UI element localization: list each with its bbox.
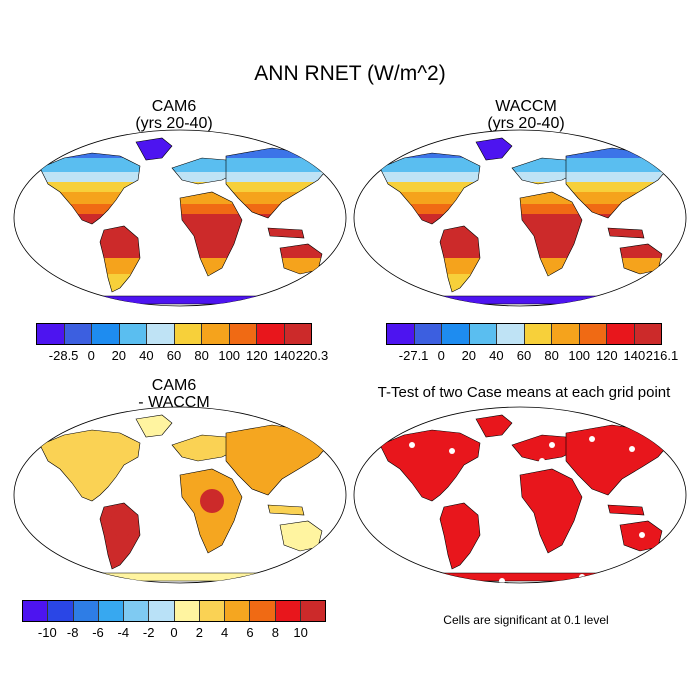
colorbar-tick-label: 120 bbox=[245, 348, 268, 363]
colorbar-tick-label: -28.5 bbox=[48, 348, 79, 363]
panel1-title-line1: CAM6 bbox=[151, 98, 197, 115]
colorbar-difference bbox=[22, 600, 326, 622]
colorbar-tick-label: 60 bbox=[516, 348, 532, 363]
colorbar-tick-label: 80 bbox=[544, 348, 559, 363]
colorbar-tick-label: 40 bbox=[139, 348, 154, 363]
colorbar-tick-label: 10 bbox=[293, 625, 308, 640]
colorbar-swatch bbox=[250, 601, 276, 621]
map-difference bbox=[13, 406, 347, 584]
panel2-title-line2: (yrs 20-40) bbox=[487, 115, 565, 132]
colorbar-tick-label: 40 bbox=[489, 348, 504, 363]
colorbar-tick-label: -27.1 bbox=[398, 348, 429, 363]
colorbar-swatch bbox=[387, 324, 415, 344]
colorbar-swatch bbox=[23, 601, 49, 621]
colorbar-swatch bbox=[174, 601, 200, 621]
colorbar-swatch bbox=[174, 324, 202, 344]
colorbar-swatch bbox=[497, 324, 525, 344]
colorbar-tick-label: 8 bbox=[271, 625, 279, 640]
colorbar-swatch bbox=[119, 324, 147, 344]
colorbar-tick-label: 100 bbox=[568, 348, 591, 363]
significance-note: Cells are significant at 0.1 level bbox=[443, 613, 609, 627]
colorbar-tick-label: 140 bbox=[623, 348, 646, 363]
colorbar-swatch bbox=[607, 324, 635, 344]
colorbar-swatch bbox=[524, 324, 552, 344]
colorbar-waccm bbox=[386, 323, 662, 345]
colorbar-swatch bbox=[37, 324, 65, 344]
colorbar-swatch bbox=[147, 324, 175, 344]
colorbar-tick-label: 216.1 bbox=[645, 348, 679, 363]
colorbar-tick-label: 0 bbox=[437, 348, 445, 363]
colorbar-swatch bbox=[149, 601, 175, 621]
colorbar-swatch bbox=[284, 324, 311, 344]
colorbar-tick-label: 100 bbox=[218, 348, 241, 363]
colorbar-swatch bbox=[199, 601, 225, 621]
colorbar-tick-label: 80 bbox=[194, 348, 209, 363]
colorbar-tick-label: 4 bbox=[221, 625, 229, 640]
colorbar-tick-label: -6 bbox=[92, 625, 104, 640]
colorbar-swatch bbox=[579, 324, 607, 344]
colorbar-tick-label: 140 bbox=[273, 348, 296, 363]
panel2-title: WACCM (yrs 20-40) bbox=[392, 98, 660, 132]
colorbar-swatch bbox=[48, 601, 74, 621]
panel1-title-line2: (yrs 20-40) bbox=[135, 115, 213, 132]
colorbar-swatch bbox=[92, 324, 120, 344]
colorbar-swatch bbox=[202, 324, 230, 344]
panel3-title-line2: - WACCM bbox=[138, 394, 210, 411]
figure-title: ANN RNET (W/m^2) bbox=[254, 62, 446, 85]
colorbar-swatch bbox=[275, 601, 301, 621]
colorbar-swatch bbox=[552, 324, 580, 344]
colorbar-swatch bbox=[124, 601, 150, 621]
colorbar-cam6 bbox=[36, 323, 312, 345]
colorbar-tick-label: 20 bbox=[111, 348, 127, 363]
panel1-title: CAM6 (yrs 20-40) bbox=[40, 98, 308, 132]
colorbar-tick-label: -2 bbox=[142, 625, 155, 640]
colorbar-tick-label: -10 bbox=[37, 625, 57, 640]
colorbar-tick-label: -4 bbox=[117, 625, 130, 640]
panel2-title-line1: WACCM bbox=[495, 98, 557, 115]
map-ttest bbox=[353, 406, 687, 584]
colorbar-swatch bbox=[225, 601, 251, 621]
panel3-title-line1: CAM6 bbox=[151, 377, 197, 394]
colorbar-swatch bbox=[442, 324, 470, 344]
colorbar-swatch bbox=[414, 324, 442, 344]
colorbar-swatch bbox=[73, 601, 99, 621]
colorbar-tick-label: 2 bbox=[195, 625, 203, 640]
colorbar-tick-label: 20 bbox=[461, 348, 477, 363]
colorbar-swatch bbox=[229, 324, 257, 344]
panel3-title: CAM6 - WACCM bbox=[40, 377, 308, 411]
panel4-title: T-Test of two Case means at each grid po… bbox=[377, 384, 671, 401]
colorbar-swatch bbox=[634, 324, 661, 344]
colorbar-tick-label: 60 bbox=[166, 348, 182, 363]
colorbar-tick-label: 0 bbox=[170, 625, 178, 640]
colorbar-tick-label: 220.3 bbox=[295, 348, 329, 363]
map-cam6 bbox=[13, 129, 347, 307]
map-waccm bbox=[353, 129, 687, 307]
colorbar-swatch bbox=[300, 601, 325, 621]
colorbar-swatch bbox=[98, 601, 124, 621]
colorbar-tick-label: 120 bbox=[595, 348, 618, 363]
colorbar-swatch bbox=[257, 324, 285, 344]
colorbar-tick-label: 6 bbox=[246, 625, 254, 640]
colorbar-tick-label: -8 bbox=[66, 625, 79, 640]
colorbar-swatch bbox=[469, 324, 497, 344]
colorbar-swatch bbox=[64, 324, 92, 344]
colorbar-tick-label: 0 bbox=[87, 348, 95, 363]
